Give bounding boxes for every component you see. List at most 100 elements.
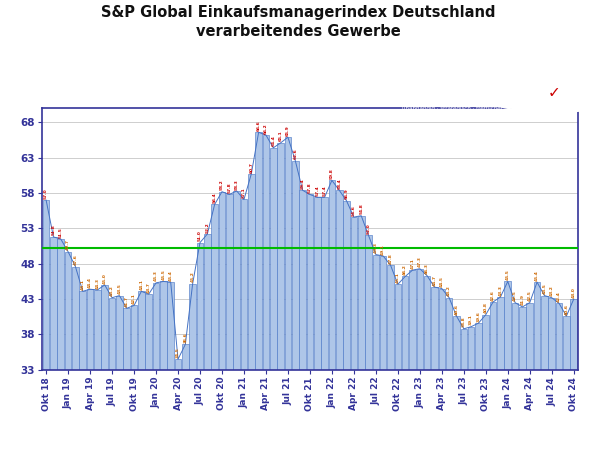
- Text: 45.4: 45.4: [169, 270, 173, 281]
- Text: 46.3: 46.3: [425, 264, 429, 274]
- Text: 49.3: 49.3: [374, 242, 378, 253]
- Bar: [439, 289, 445, 370]
- Text: 66.6: 66.6: [257, 120, 260, 131]
- Bar: [109, 298, 116, 370]
- Text: 45.2: 45.2: [191, 272, 195, 282]
- Text: unabhängig · strategisch · trefflicher: unabhängig · strategisch · trefflicher: [402, 106, 503, 110]
- Text: 40.6: 40.6: [564, 304, 569, 315]
- Text: 57.4: 57.4: [322, 185, 327, 196]
- Text: 57.8: 57.8: [308, 183, 312, 193]
- Bar: [285, 137, 291, 370]
- Bar: [365, 235, 372, 370]
- Text: 47.1: 47.1: [411, 258, 414, 269]
- Text: 43.5: 43.5: [542, 283, 547, 294]
- Text: 43.2: 43.2: [550, 285, 554, 296]
- Text: 58.4: 58.4: [337, 178, 342, 189]
- Bar: [270, 148, 277, 370]
- Text: 45.5: 45.5: [162, 269, 165, 280]
- Text: 43.0: 43.0: [572, 287, 576, 298]
- Text: S&P Global Einkaufsmanagerindex Deutschland
verarbeitendes Gewerbe: S&P Global Einkaufsmanagerindex Deutschl…: [101, 5, 495, 39]
- Text: 40.6: 40.6: [455, 304, 458, 315]
- Bar: [490, 302, 496, 370]
- Text: 58.4: 58.4: [300, 178, 305, 189]
- Text: 41.7: 41.7: [125, 296, 129, 307]
- Text: 43.2: 43.2: [447, 285, 451, 296]
- Text: 43.2: 43.2: [110, 285, 114, 296]
- Bar: [277, 143, 284, 370]
- Text: 60.7: 60.7: [249, 162, 253, 173]
- Text: 45.0: 45.0: [103, 273, 107, 284]
- Bar: [241, 199, 247, 370]
- Text: 45.1: 45.1: [396, 272, 400, 283]
- Bar: [182, 345, 189, 370]
- Bar: [358, 216, 365, 370]
- Text: 64.4: 64.4: [271, 136, 275, 147]
- Text: 54.8: 54.8: [359, 203, 363, 214]
- Bar: [255, 132, 262, 370]
- Bar: [299, 190, 306, 370]
- Text: 49.1: 49.1: [381, 244, 385, 254]
- Bar: [72, 267, 79, 370]
- Bar: [87, 289, 94, 370]
- Bar: [123, 308, 130, 370]
- Text: 59.8: 59.8: [330, 168, 334, 179]
- Bar: [306, 194, 313, 370]
- Bar: [526, 303, 533, 370]
- Bar: [160, 281, 167, 370]
- Text: 40.8: 40.8: [484, 302, 488, 313]
- Text: 47.3: 47.3: [418, 257, 422, 267]
- Bar: [328, 180, 335, 370]
- Circle shape: [477, 73, 596, 112]
- Text: 45.5: 45.5: [506, 269, 510, 280]
- Text: 47.6: 47.6: [73, 254, 77, 265]
- Text: 58.2: 58.2: [220, 179, 224, 190]
- Bar: [248, 174, 254, 370]
- Text: 42.6: 42.6: [491, 290, 495, 300]
- Bar: [519, 307, 526, 370]
- Text: 52.0: 52.0: [367, 223, 371, 234]
- Bar: [534, 282, 541, 370]
- Text: 65.1: 65.1: [278, 131, 283, 142]
- Text: 39.1: 39.1: [469, 314, 473, 325]
- Text: 34.5: 34.5: [176, 347, 180, 358]
- Bar: [153, 283, 159, 370]
- Text: 44.3: 44.3: [95, 278, 100, 289]
- Bar: [57, 239, 64, 370]
- Bar: [321, 198, 328, 370]
- Text: 42.1: 42.1: [132, 293, 136, 304]
- Bar: [204, 234, 210, 370]
- Bar: [336, 190, 343, 370]
- Bar: [402, 276, 408, 370]
- Text: 57.1: 57.1: [242, 187, 246, 198]
- Text: 57.0: 57.0: [44, 188, 48, 199]
- Text: 54.6: 54.6: [352, 205, 356, 216]
- Bar: [343, 201, 350, 370]
- Bar: [555, 304, 563, 370]
- Bar: [387, 265, 394, 370]
- Text: 46.2: 46.2: [403, 264, 407, 275]
- Bar: [167, 282, 174, 370]
- Bar: [65, 252, 72, 370]
- Text: 42.4: 42.4: [557, 291, 561, 302]
- Bar: [263, 135, 269, 370]
- Text: 44.4: 44.4: [88, 277, 92, 288]
- Bar: [461, 329, 467, 370]
- Text: 51.0: 51.0: [198, 230, 202, 241]
- Text: 65.9: 65.9: [286, 125, 290, 136]
- Bar: [475, 323, 482, 370]
- Bar: [563, 316, 570, 370]
- Bar: [175, 359, 181, 370]
- Text: 44.5: 44.5: [440, 276, 444, 287]
- Bar: [219, 192, 225, 370]
- Bar: [548, 298, 555, 370]
- Bar: [190, 284, 196, 370]
- Text: 51.5: 51.5: [59, 227, 63, 238]
- Text: stockstreet.de: stockstreet.de: [404, 79, 501, 92]
- Bar: [138, 291, 145, 370]
- Bar: [212, 204, 218, 370]
- Bar: [409, 270, 416, 370]
- Bar: [424, 276, 430, 370]
- Bar: [497, 297, 504, 370]
- Text: 36.6: 36.6: [184, 332, 187, 343]
- Bar: [314, 198, 321, 370]
